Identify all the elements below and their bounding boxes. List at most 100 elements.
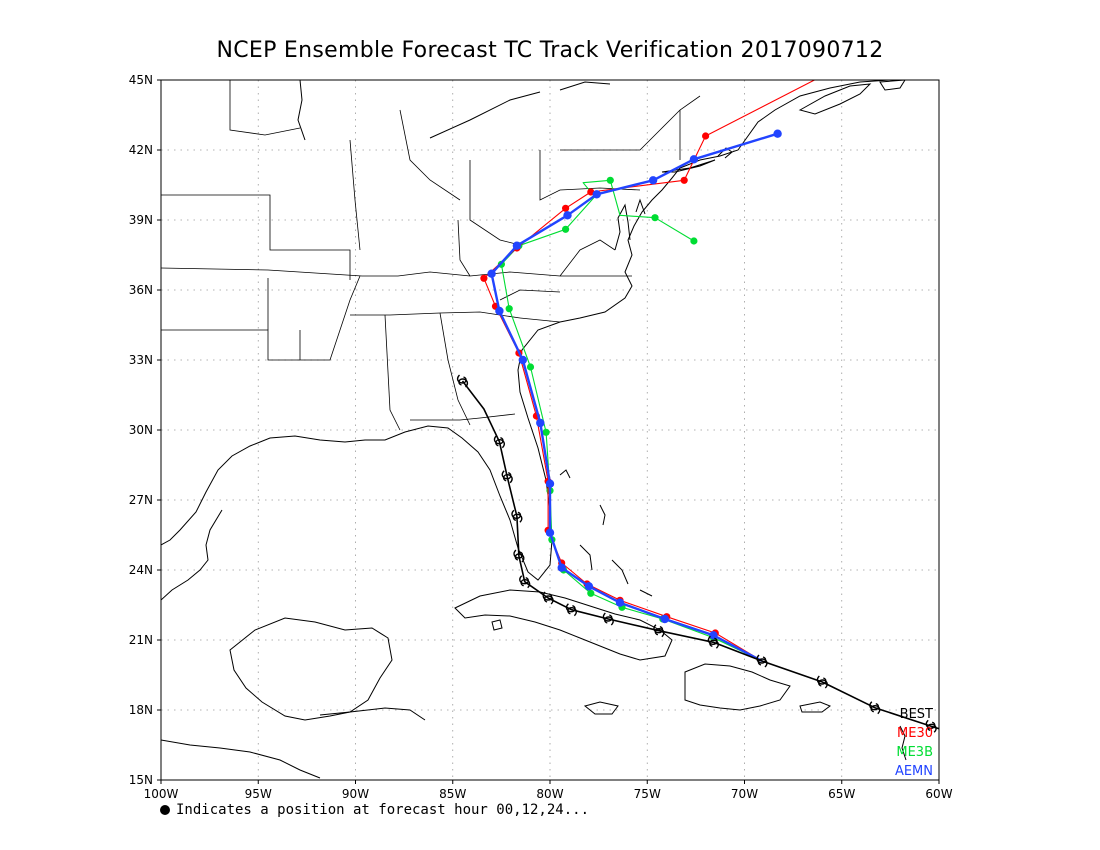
bahamas-5	[639, 589, 653, 597]
hurricane-marker	[756, 654, 768, 668]
hurricane-marker	[511, 509, 523, 523]
bahamas-2	[599, 504, 606, 526]
y-tick-label: 15N	[129, 773, 153, 787]
legend-entry-me3b: ME3B	[896, 745, 933, 760]
x-tick-label: 95W	[245, 787, 272, 801]
position-marker-aemn	[487, 269, 496, 278]
position-marker-me30	[480, 274, 488, 282]
coastlines	[161, 80, 907, 779]
position-marker-aemn	[545, 528, 555, 537]
position-marker-aemn	[660, 614, 669, 624]
central-america	[161, 739, 321, 779]
hurricane-marker	[707, 635, 719, 649]
position-marker-me3b	[505, 305, 513, 313]
y-tick-label: 36N	[129, 283, 153, 297]
hurricane-marker	[602, 612, 614, 626]
axis-ticks: 100W 95W 90W 85W 80W 75W 70W 65W 60W 15N 18N 21N 24N…	[129, 73, 953, 801]
y-tick-label: 24N	[129, 563, 153, 577]
position-marker-aemn	[495, 306, 504, 316]
hurricane-marker	[653, 624, 665, 638]
position-marker-me3b	[526, 363, 535, 371]
delaware-bay	[635, 198, 646, 215]
hurricane-marker	[513, 549, 525, 563]
honduras-coast	[319, 707, 426, 721]
position-marker-aemn	[709, 631, 718, 640]
x-tick-label: 60W	[925, 787, 952, 801]
y-tick-label: 42N	[129, 143, 153, 157]
legend-entry-aemn: AEMN	[895, 764, 933, 779]
nova-scotia	[798, 83, 872, 115]
position-marker-aemn	[773, 129, 782, 138]
position-marker-me30	[825, 69, 832, 76]
legend-entry-me30: ME30	[897, 726, 933, 741]
position-marker-me3b	[690, 237, 698, 245]
hurricane-marker	[925, 719, 937, 733]
x-tick-label: 85W	[439, 787, 466, 801]
y-tick-label: 45N	[129, 73, 153, 87]
position-marker-aemn	[592, 190, 601, 199]
track-line-aemn	[490, 132, 778, 663]
puerto-rico	[799, 701, 832, 713]
hurricane-marker	[565, 603, 577, 617]
y-tick-label: 30N	[129, 423, 153, 437]
track-line-me30	[483, 80, 816, 662]
position-dot-icon	[160, 805, 170, 815]
position-marker-aemn	[584, 582, 594, 591]
position-marker-me3b	[562, 225, 570, 233]
legend-entry-best: BEST	[900, 707, 933, 722]
y-tick-label: 33N	[129, 353, 153, 367]
track-series	[456, 69, 939, 733]
y-tick-label: 21N	[129, 633, 153, 647]
cuba	[454, 589, 673, 661]
position-marker-me30	[680, 176, 688, 184]
hurricane-marker	[456, 374, 469, 388]
bahamas-4	[611, 559, 629, 585]
track-line-best	[461, 380, 939, 730]
y-tick-label: 18N	[129, 703, 153, 717]
position-marker-me30	[702, 132, 710, 140]
position-marker-aemn	[545, 479, 555, 488]
hurricane-marker	[869, 701, 881, 715]
x-tick-label: 75W	[634, 787, 661, 801]
isle-of-youth	[491, 619, 503, 631]
position-marker-me3b	[587, 589, 595, 597]
position-marker-me3b	[651, 214, 659, 222]
yucatan	[229, 617, 393, 721]
lake-michigan	[297, 80, 306, 141]
lake-erie	[429, 91, 541, 139]
x-tick-label: 100W	[144, 787, 179, 801]
position-marker-aemn	[518, 355, 527, 365]
position-marker-aemn	[536, 418, 545, 428]
track-best	[456, 374, 939, 733]
position-marker-aemn	[648, 176, 658, 185]
mexico-gulf-coast	[161, 509, 223, 601]
chart-title: NCEP Ensemble Forecast TC Track Verifica…	[216, 38, 884, 63]
bahamas-3	[579, 544, 593, 571]
x-tick-label: 90W	[342, 787, 369, 801]
grid-lines	[161, 80, 939, 780]
chesapeake-bay	[614, 203, 631, 251]
cape-cod	[717, 147, 733, 159]
x-tick-label: 70W	[731, 787, 758, 801]
bahamas-1	[559, 469, 571, 479]
position-marker-me30	[562, 204, 570, 212]
y-tick-label: 39N	[129, 213, 153, 227]
us-coastline	[161, 80, 891, 581]
hurricane-marker	[816, 675, 828, 689]
position-marker-me3b	[542, 428, 550, 436]
hispaniola	[684, 663, 791, 711]
legend: BEST ME30 ME3B AEMN	[895, 707, 933, 779]
nova-scotia-east	[879, 80, 906, 91]
position-marker-me3b	[606, 176, 614, 184]
position-marker-aemn	[563, 211, 572, 220]
hurricane-marker	[501, 470, 513, 484]
hurricane-marker	[542, 591, 554, 605]
footnote-text: Indicates a position at forecast hour 00…	[176, 802, 590, 818]
position-marker-aemn	[615, 598, 625, 607]
lake-ontario	[559, 81, 611, 91]
hurricane-marker	[519, 575, 531, 589]
track-aemn	[487, 129, 782, 663]
hurricane-marker	[493, 435, 505, 449]
position-marker-aemn	[689, 155, 699, 164]
